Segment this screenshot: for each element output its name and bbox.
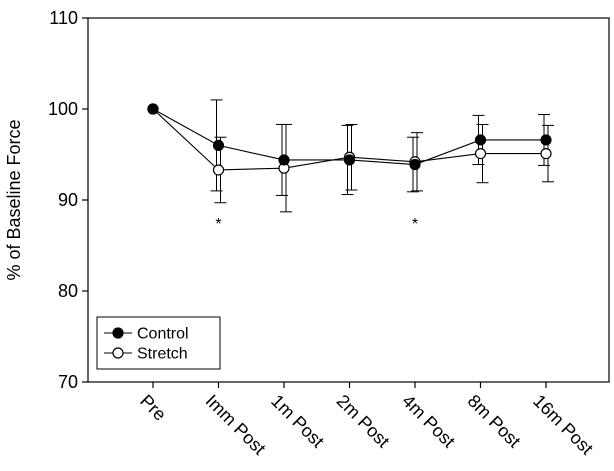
data-point bbox=[212, 139, 225, 151]
legend-item-control: Control bbox=[104, 326, 189, 343]
legend-marker bbox=[112, 347, 124, 359]
data-point bbox=[540, 147, 552, 160]
series-layer bbox=[147, 99, 554, 213]
y-tick-label: 110 bbox=[49, 8, 78, 28]
annotation-layer: * * bbox=[215, 216, 418, 233]
significance-asterisk: * bbox=[412, 216, 418, 233]
x-tick-label: 2m Post bbox=[333, 391, 394, 452]
data-point bbox=[343, 154, 356, 166]
data-point bbox=[212, 164, 225, 176]
y-tick-label: 100 bbox=[48, 99, 78, 119]
legend-label: Stretch bbox=[137, 346, 188, 363]
legend-box bbox=[96, 316, 221, 370]
y-axis: 70 80 90 100 110 bbox=[48, 8, 88, 392]
data-point bbox=[474, 147, 487, 160]
significance-asterisk: * bbox=[215, 216, 221, 233]
y-tick-label: 70 bbox=[58, 372, 78, 392]
y-tick-label: 90 bbox=[58, 190, 78, 210]
x-tick-label: Imm Post bbox=[202, 391, 270, 459]
data-point bbox=[147, 103, 159, 115]
legend-marker bbox=[112, 327, 124, 339]
data-point bbox=[409, 158, 421, 171]
x-tick-label: 1m Post bbox=[267, 391, 328, 452]
legend-label: Control bbox=[137, 326, 189, 343]
x-tick-label: 16m Post bbox=[529, 391, 597, 459]
legend: Control Stretch bbox=[96, 316, 221, 370]
x-tick-label: 4m Post bbox=[398, 391, 459, 452]
data-point bbox=[278, 154, 290, 166]
legend-item-stretch: Stretch bbox=[104, 346, 188, 363]
y-tick-label: 80 bbox=[58, 281, 78, 301]
x-tick-label: Pre bbox=[136, 391, 170, 425]
x-tick-label: 8m Post bbox=[464, 391, 525, 452]
data-point bbox=[474, 134, 487, 146]
data-point bbox=[540, 134, 552, 146]
y-axis-label: % of Baseline Force bbox=[4, 119, 24, 280]
markers-control bbox=[147, 103, 552, 171]
